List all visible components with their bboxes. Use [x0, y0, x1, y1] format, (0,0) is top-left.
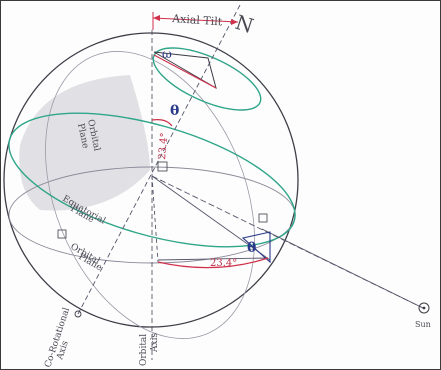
right-angle-marker-equator — [258, 213, 268, 223]
meridian-ellipse — [45, 51, 255, 339]
axis-endpoint-marker — [74, 310, 82, 318]
equatorial-plane-ellipse — [8, 112, 296, 248]
theta-right-label: θ — [247, 240, 256, 256]
top-triangle — [153, 51, 217, 90]
co-rotational-axis-line — [77, 4, 241, 315]
angle-lower-label: 23.4° — [210, 258, 237, 269]
axial-tilt-arrow — [152, 17, 239, 23]
right-angle-marker-center — [157, 161, 168, 172]
theta-upper-label: θ — [170, 103, 179, 119]
sun-ray-solid — [261, 228, 424, 309]
lower-angle-arc — [157, 257, 269, 269]
top-axis-label: N — [232, 10, 256, 38]
axial-tilt-arrowhead-right — [231, 19, 238, 25]
omega-label: ω — [162, 47, 172, 61]
orbital-plane-shading — [19, 75, 150, 211]
lower-horizontal-line — [157, 257, 269, 261]
axial-tilt-arrowhead-left — [153, 15, 160, 21]
sphere-outline — [3, 32, 299, 328]
center-to-lower-line — [151, 175, 159, 263]
sun-icon — [418, 302, 430, 314]
axial-tilt-label: Axial Tilt — [171, 12, 223, 29]
top-triangle-red-side — [153, 54, 217, 89]
angle-upper-label: 23.4° — [157, 132, 170, 160]
center-to-right-line — [151, 175, 271, 261]
orbital-axis-label-2: Axis — [150, 333, 160, 353]
orbital-axis-label: Orbital — [139, 334, 149, 366]
right-angle-marker-left — [57, 229, 67, 239]
upper-angle-arc — [151, 119, 173, 127]
sun-label: Sun — [415, 320, 431, 329]
sun-ray-line — [151, 175, 424, 309]
sun-icon-dot — [422, 306, 426, 310]
right-triangle — [241, 231, 271, 264]
